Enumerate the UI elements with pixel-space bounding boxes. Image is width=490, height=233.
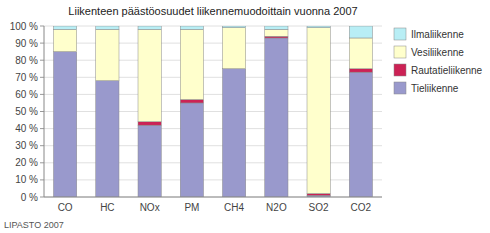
legend-label: Vesiliikenne	[411, 47, 464, 58]
grid-line	[44, 77, 382, 78]
bar-segment	[180, 100, 203, 103]
grid-line	[44, 60, 382, 61]
x-axis	[44, 197, 382, 198]
bar-segment	[265, 36, 288, 38]
bar-segment	[223, 26, 246, 28]
grid-line	[44, 43, 382, 44]
bar-segment	[180, 103, 203, 197]
legend-label: Ilmaliikenne	[411, 29, 464, 40]
bar-segment	[349, 26, 372, 38]
legend-swatch	[394, 64, 406, 76]
x-tick-label: PM	[184, 202, 199, 213]
y-tick	[40, 43, 44, 44]
bar-segment	[180, 29, 203, 99]
y-tick	[40, 197, 44, 198]
bar-segment	[307, 194, 330, 196]
y-tick	[40, 77, 44, 78]
y-tick	[40, 128, 44, 129]
y-tick-label: 10 %	[15, 174, 38, 185]
y-tick-label: 40 %	[15, 123, 38, 134]
bar-segment	[96, 81, 119, 197]
y-tick	[40, 26, 44, 27]
y-tick	[40, 111, 44, 112]
legend-swatch	[394, 28, 406, 40]
y-tick	[40, 145, 44, 146]
y-tick-label: 60 %	[15, 89, 38, 100]
grid-line	[44, 145, 382, 146]
legend-swatch	[394, 46, 406, 58]
bar-segment	[265, 38, 288, 197]
x-tick-label: CH4	[224, 202, 244, 213]
bar-segment	[349, 38, 372, 69]
grid	[44, 26, 382, 197]
y-tick	[40, 60, 44, 61]
bar-segment	[265, 29, 288, 36]
legend-swatch	[394, 82, 406, 94]
y-tick-label: 100 %	[10, 21, 38, 32]
y-tick-label: 70 %	[15, 72, 38, 83]
bar-segment	[54, 52, 77, 197]
bar-segment	[138, 122, 161, 125]
y-axis	[44, 26, 45, 197]
y-tick-label: 80 %	[15, 55, 38, 66]
y-tick	[40, 179, 44, 180]
bar-segment	[223, 28, 246, 69]
y-tick-label: 90 %	[15, 38, 38, 49]
chart: Liikenteen päästöosuudet liikennemuodoit…	[0, 0, 490, 233]
bar-segment	[138, 26, 161, 29]
caption: LIPASTO 2007	[4, 220, 64, 230]
bar-segment	[349, 72, 372, 197]
legend: Ilmaliikenne Vesiliikenne Rautatieliikenne…	[394, 28, 483, 94]
grid-line	[44, 128, 382, 129]
bar-segment	[307, 28, 330, 194]
bar-segment	[265, 26, 288, 29]
bar-segment	[96, 29, 119, 80]
grid-line	[44, 111, 382, 112]
x-tick-label: HC	[100, 202, 114, 213]
grid-line	[44, 162, 382, 163]
grid-line	[44, 179, 382, 180]
bar-segment	[54, 29, 77, 51]
bar-segment	[138, 29, 161, 121]
y-tick-label: 20 %	[15, 157, 38, 168]
bar-segment	[223, 69, 246, 197]
y-tick-label: 30 %	[15, 140, 38, 151]
legend-label: Tieliikenne	[411, 83, 459, 94]
x-tick-label: SO2	[309, 202, 329, 213]
y-tick	[40, 162, 44, 163]
x-tick-label: CO2	[351, 202, 372, 213]
grid-line	[44, 26, 382, 27]
x-tick-label: N2O	[266, 202, 287, 213]
x-tick-label: CO	[58, 202, 73, 213]
title: Liikenteen päästöosuudet liikennemuodoit…	[68, 5, 357, 17]
y-tick	[40, 94, 44, 95]
grid-line	[44, 94, 382, 95]
bar-segment	[180, 26, 203, 29]
bar-segment	[349, 69, 372, 72]
y-tick-label: 50 %	[15, 106, 38, 117]
bar-segment	[96, 26, 119, 29]
bar-segment	[307, 26, 330, 28]
legend-label: Rautatieliikenne	[411, 65, 483, 76]
bars	[54, 26, 373, 197]
y-tick-label: 0 %	[21, 192, 38, 203]
x-tick-label: NOx	[140, 202, 160, 213]
grid-line	[44, 197, 382, 198]
bar-segment	[54, 26, 77, 29]
bar-segment	[138, 125, 161, 197]
